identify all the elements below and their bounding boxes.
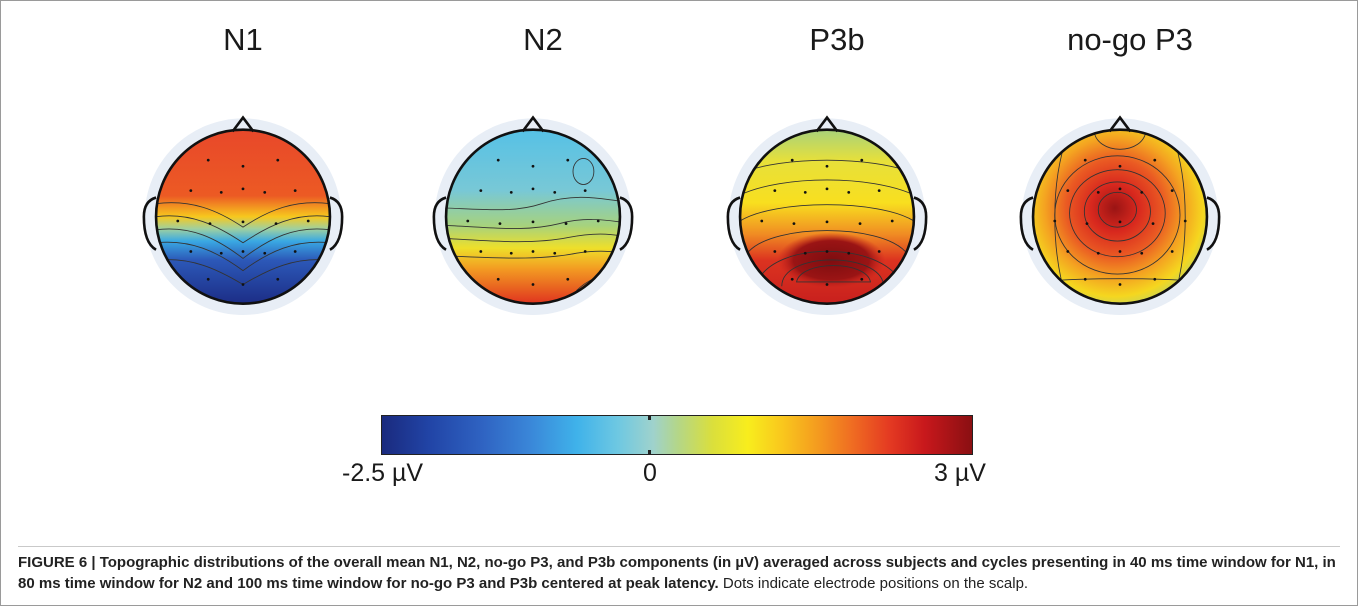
colorbar-zero-tick-bottom: [648, 450, 651, 454]
topomap-n1: [142, 115, 344, 315]
caption-label: FIGURE 6 |: [18, 554, 96, 571]
topomap-nogo-p3: [1019, 115, 1221, 315]
panel-title-n1: N1: [223, 22, 263, 57]
colorbar: [381, 415, 973, 455]
colorbar-zero-tick-top: [648, 416, 651, 420]
colorbar-min-label: -2.5 µV: [342, 459, 424, 487]
colorbar-max-label: 3 µV: [934, 459, 986, 487]
caption-divider: [18, 546, 1340, 547]
topomap-p3b: [726, 115, 928, 315]
caption-plain-text: Dots indicate electrode positions on the…: [722, 575, 1029, 592]
colorbar-mid-label: 0: [643, 459, 657, 487]
topomap-n2: [432, 115, 634, 315]
figure-caption: FIGURE 6 | Topographic distributions of …: [18, 552, 1343, 594]
panel-title-p3b: P3b: [809, 22, 865, 57]
caption-bold-text: Topographic distributions of the overall…: [18, 554, 1336, 592]
panel-title-n2: N2: [523, 22, 563, 57]
panel-title-nogo-p3: no-go P3: [1067, 22, 1193, 57]
